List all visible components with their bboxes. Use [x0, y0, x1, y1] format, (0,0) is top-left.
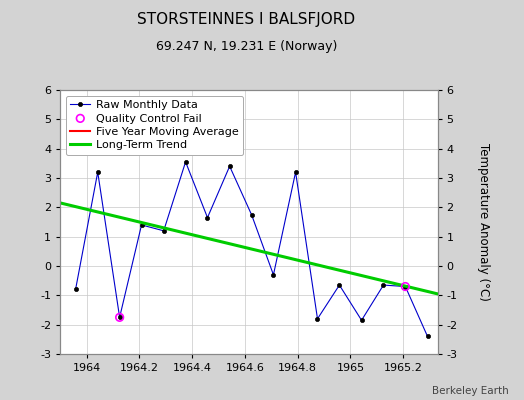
Raw Monthly Data — [138, 222, 145, 227]
Text: Berkeley Earth: Berkeley Earth — [432, 386, 508, 396]
Raw Monthly Data — [182, 160, 189, 164]
Raw Monthly Data — [116, 315, 123, 320]
Raw Monthly Data — [270, 272, 277, 277]
Text: 69.247 N, 19.231 E (Norway): 69.247 N, 19.231 E (Norway) — [156, 40, 337, 53]
Raw Monthly Data — [292, 170, 299, 174]
Legend: Raw Monthly Data, Quality Control Fail, Five Year Moving Average, Long-Term Tren: Raw Monthly Data, Quality Control Fail, … — [66, 96, 243, 155]
Raw Monthly Data — [336, 283, 343, 288]
Raw Monthly Data — [94, 170, 101, 174]
Raw Monthly Data — [160, 228, 167, 233]
Raw Monthly Data — [204, 215, 211, 220]
Y-axis label: Temperature Anomaly (°C): Temperature Anomaly (°C) — [477, 143, 490, 301]
Text: STORSTEINNES I BALSFJORD: STORSTEINNES I BALSFJORD — [137, 12, 355, 27]
Raw Monthly Data — [380, 283, 387, 288]
Raw Monthly Data — [314, 316, 321, 321]
Quality Control Fail — [115, 314, 124, 320]
Raw Monthly Data — [72, 287, 79, 292]
Raw Monthly Data — [424, 334, 431, 339]
Line: Raw Monthly Data: Raw Monthly Data — [73, 160, 430, 338]
Raw Monthly Data — [402, 284, 409, 289]
Quality Control Fail — [401, 283, 410, 290]
Raw Monthly Data — [226, 164, 233, 169]
Raw Monthly Data — [358, 318, 365, 323]
Raw Monthly Data — [248, 212, 255, 217]
